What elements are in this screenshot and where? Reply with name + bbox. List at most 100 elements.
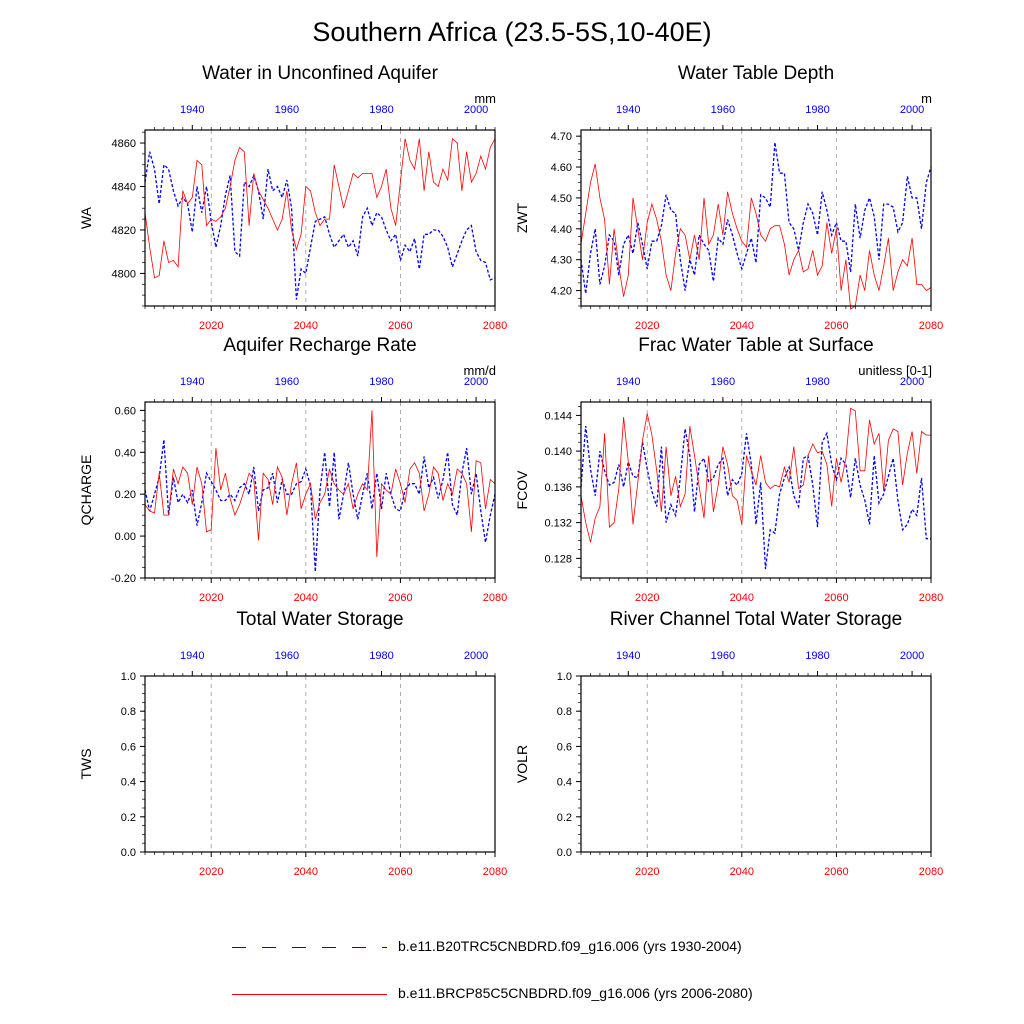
x-tick-label-bottom: 2060 bbox=[388, 866, 412, 878]
x-tick-label-bottom: 2060 bbox=[824, 320, 848, 332]
y-tick-label: 0.6 bbox=[121, 741, 136, 753]
units-label: m bbox=[921, 91, 932, 106]
x-tick-label-top: 1960 bbox=[275, 104, 299, 116]
figure-title: Southern Africa (23.5-5S,10-40E) bbox=[312, 17, 711, 47]
legend-swatch-historical bbox=[232, 947, 387, 948]
x-tick-label-bottom: 2020 bbox=[635, 592, 659, 604]
y-axis-label: FCOV bbox=[514, 470, 530, 510]
units-label: mm bbox=[474, 91, 496, 106]
series-line-historical bbox=[144, 439, 496, 572]
units-label: unitless [0-1] bbox=[858, 363, 932, 378]
x-tick-label-bottom: 2040 bbox=[294, 320, 318, 332]
x-tick-label-bottom: 2060 bbox=[824, 866, 848, 878]
x-tick-label-bottom: 2080 bbox=[483, 592, 507, 604]
y-tick-label: 0.0 bbox=[121, 847, 136, 859]
x-tick-label-top: 2000 bbox=[464, 650, 488, 662]
y-tick-label: -0.20 bbox=[111, 573, 136, 585]
x-tick-label-bottom: 2040 bbox=[730, 866, 754, 878]
x-tick-label-top: 2000 bbox=[464, 376, 488, 388]
series-line-historical bbox=[580, 426, 931, 570]
y-tick-label: 1.0 bbox=[121, 671, 136, 683]
y-tick-label: 0.6 bbox=[557, 741, 572, 753]
legend-label-future: b.e11.BRCP85C5CNBDRD.f09_g16.006 (yrs 20… bbox=[398, 985, 753, 1001]
y-axis-label: QCHARGE bbox=[78, 455, 94, 526]
y-tick-label: 0.140 bbox=[544, 446, 572, 458]
plot-frame bbox=[144, 129, 496, 307]
y-tick-label: 0.132 bbox=[544, 518, 572, 530]
y-tick-label: 0.144 bbox=[544, 410, 572, 422]
panel-4: Total Water Storage TWS 0.0 0.2 0.4 0.6 0.8 1.0… bbox=[78, 609, 507, 878]
units-label: mm/d bbox=[464, 363, 497, 378]
series-line-historical bbox=[144, 151, 496, 300]
x-tick-label-top: 1940 bbox=[616, 104, 640, 116]
plot-frame bbox=[580, 129, 932, 307]
x-tick-label-bottom: 2020 bbox=[635, 866, 659, 878]
y-tick-label: 4.60 bbox=[551, 162, 572, 174]
y-tick-label: 4.20 bbox=[551, 286, 572, 298]
y-tick-label: 4.70 bbox=[551, 131, 572, 143]
x-tick-label-bottom: 2080 bbox=[483, 320, 507, 332]
x-tick-label-top: 1980 bbox=[805, 650, 829, 662]
x-tick-label-top: 1940 bbox=[616, 376, 640, 388]
plot-frame bbox=[580, 675, 932, 853]
panel-5: River Channel Total Water Storage VOLR 0.0… bbox=[514, 609, 943, 878]
x-tick-label-bottom: 2040 bbox=[730, 592, 754, 604]
y-tick-label: 4.40 bbox=[551, 224, 572, 236]
legend-item-historical: b.e11.B20TRC5CNBDRD.f09_g16.006 (yrs 193… bbox=[232, 938, 832, 958]
x-tick-label-bottom: 2060 bbox=[388, 592, 412, 604]
panel-title: Frac Water Table at Surface bbox=[638, 335, 874, 356]
x-tick-label-top: 1960 bbox=[275, 376, 299, 388]
panel-title: Total Water Storage bbox=[236, 609, 403, 630]
x-tick-label-bottom: 2080 bbox=[919, 592, 943, 604]
panel-title: Water Table Depth bbox=[678, 63, 834, 84]
x-tick-label-bottom: 2040 bbox=[730, 320, 754, 332]
series-line-historical bbox=[580, 142, 932, 294]
x-tick-label-top: 1940 bbox=[616, 650, 640, 662]
y-tick-label: 4.30 bbox=[551, 255, 572, 267]
x-tick-label-bottom: 2020 bbox=[199, 592, 223, 604]
y-tick-label: 0.4 bbox=[121, 777, 136, 789]
y-axis-label: WA bbox=[78, 206, 94, 229]
y-tick-label: 4840 bbox=[112, 181, 136, 193]
x-tick-label-bottom: 2080 bbox=[919, 320, 943, 332]
x-tick-label-bottom: 2080 bbox=[483, 866, 507, 878]
panel-0: Water in Unconfined Aquifer mm WA 4800 4820 4… bbox=[78, 63, 507, 332]
x-tick-label-top: 1960 bbox=[711, 104, 735, 116]
y-tick-label: 0.60 bbox=[115, 405, 136, 417]
panel-1: Water Table Depth m ZWT 4.20 4.30 4.40 4.50 4.6… bbox=[514, 63, 943, 332]
legend-item-future: b.e11.BRCP85C5CNBDRD.f09_g16.006 (yrs 20… bbox=[232, 985, 832, 1005]
y-tick-label: 0.4 bbox=[557, 777, 572, 789]
y-axis-label: VOLR bbox=[514, 745, 530, 783]
x-tick-label-bottom: 2020 bbox=[635, 320, 659, 332]
y-tick-label: 4860 bbox=[112, 138, 136, 150]
y-tick-label: 0.128 bbox=[544, 553, 572, 565]
x-tick-label-bottom: 2020 bbox=[199, 866, 223, 878]
legend-label-historical: b.e11.B20TRC5CNBDRD.f09_g16.006 (yrs 193… bbox=[398, 938, 742, 954]
y-tick-label: 0.20 bbox=[115, 489, 136, 501]
x-tick-label-bottom: 2080 bbox=[919, 866, 943, 878]
x-tick-label-top: 1960 bbox=[711, 650, 735, 662]
legend-swatch-future bbox=[232, 994, 387, 995]
x-tick-label-top: 2000 bbox=[900, 650, 924, 662]
y-tick-label: 1.0 bbox=[557, 671, 572, 683]
x-tick-label-bottom: 2060 bbox=[824, 592, 848, 604]
y-tick-label: 0.8 bbox=[121, 706, 136, 718]
x-tick-label-top: 1960 bbox=[275, 650, 299, 662]
x-tick-label-top: 1980 bbox=[369, 104, 393, 116]
y-tick-label: 0.8 bbox=[557, 706, 572, 718]
series-line-future bbox=[144, 137, 496, 279]
x-tick-label-bottom: 2040 bbox=[294, 592, 318, 604]
x-tick-label-bottom: 2040 bbox=[294, 866, 318, 878]
x-tick-label-top: 2000 bbox=[464, 104, 488, 116]
panel-3: Frac Water Table at Surface unitless [0-1… bbox=[514, 335, 943, 604]
y-tick-label: 0.0 bbox=[557, 847, 572, 859]
y-tick-label: 0.00 bbox=[115, 531, 136, 543]
y-tick-label: 0.2 bbox=[557, 812, 572, 824]
x-tick-label-top: 1980 bbox=[805, 104, 829, 116]
x-tick-label-bottom: 2060 bbox=[388, 320, 412, 332]
x-tick-label-top: 2000 bbox=[900, 104, 924, 116]
series-line-future bbox=[580, 407, 931, 543]
x-tick-label-top: 1980 bbox=[369, 650, 393, 662]
x-tick-label-top: 1960 bbox=[711, 376, 735, 388]
